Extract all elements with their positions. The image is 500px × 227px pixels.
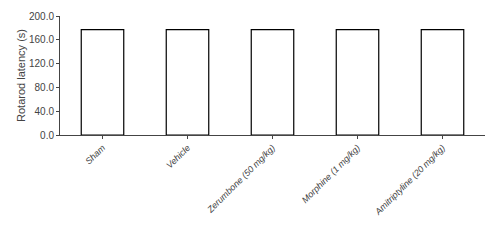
svg-text:120.0: 120.0: [29, 58, 54, 69]
svg-text:80.0: 80.0: [35, 82, 55, 93]
svg-text:Morphine (1 mg/kg): Morphine (1 mg/kg): [300, 143, 362, 205]
svg-text:200.0: 200.0: [29, 11, 54, 22]
svg-text:Amitriptyline (20 mg/kg): Amitriptyline (20 mg/kg): [372, 143, 447, 218]
svg-text:40.0: 40.0: [35, 106, 55, 117]
svg-text:Rotarod latency (s): Rotarod latency (s): [15, 29, 27, 122]
svg-text:0.0: 0.0: [40, 130, 54, 141]
svg-text:Zerumbone (50 mg/kg): Zerumbone (50 mg/kg): [205, 143, 278, 216]
svg-text:Vehicle: Vehicle: [164, 143, 192, 171]
svg-text:Sham: Sham: [83, 142, 107, 166]
svg-text:160.0: 160.0: [29, 34, 54, 45]
